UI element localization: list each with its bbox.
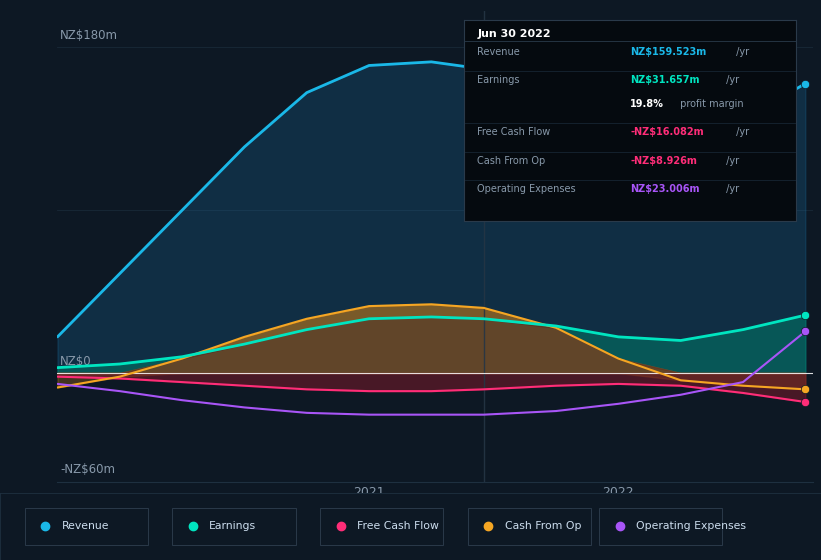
Text: Operating Expenses: Operating Expenses	[636, 521, 746, 531]
Text: Jun 30 2022: Jun 30 2022	[477, 29, 551, 39]
Text: Revenue: Revenue	[62, 521, 109, 531]
Text: NZ$23.006m: NZ$23.006m	[631, 184, 699, 194]
Text: NZ$31.657m: NZ$31.657m	[631, 75, 699, 85]
Text: NZ$0: NZ$0	[60, 354, 92, 367]
Text: profit margin: profit margin	[677, 99, 743, 109]
Text: 19.8%: 19.8%	[631, 99, 664, 109]
Text: /yr: /yr	[732, 47, 749, 57]
Text: Cash From Op: Cash From Op	[505, 521, 581, 531]
Text: Free Cash Flow: Free Cash Flow	[357, 521, 439, 531]
Text: Revenue: Revenue	[477, 47, 520, 57]
Text: Operating Expenses: Operating Expenses	[477, 184, 576, 194]
Text: -NZ$60m: -NZ$60m	[60, 463, 115, 476]
Text: /yr: /yr	[732, 128, 749, 137]
Text: -NZ$8.926m: -NZ$8.926m	[631, 156, 697, 166]
Text: /yr: /yr	[723, 184, 740, 194]
Text: Free Cash Flow: Free Cash Flow	[477, 128, 550, 137]
Text: Cash From Op: Cash From Op	[477, 156, 545, 166]
Text: Earnings: Earnings	[209, 521, 256, 531]
Text: /yr: /yr	[723, 156, 740, 166]
Text: /yr: /yr	[723, 75, 740, 85]
Text: -NZ$16.082m: -NZ$16.082m	[631, 128, 704, 137]
Text: NZ$159.523m: NZ$159.523m	[631, 47, 706, 57]
Text: NZ$180m: NZ$180m	[60, 29, 118, 42]
Text: Earnings: Earnings	[477, 75, 520, 85]
